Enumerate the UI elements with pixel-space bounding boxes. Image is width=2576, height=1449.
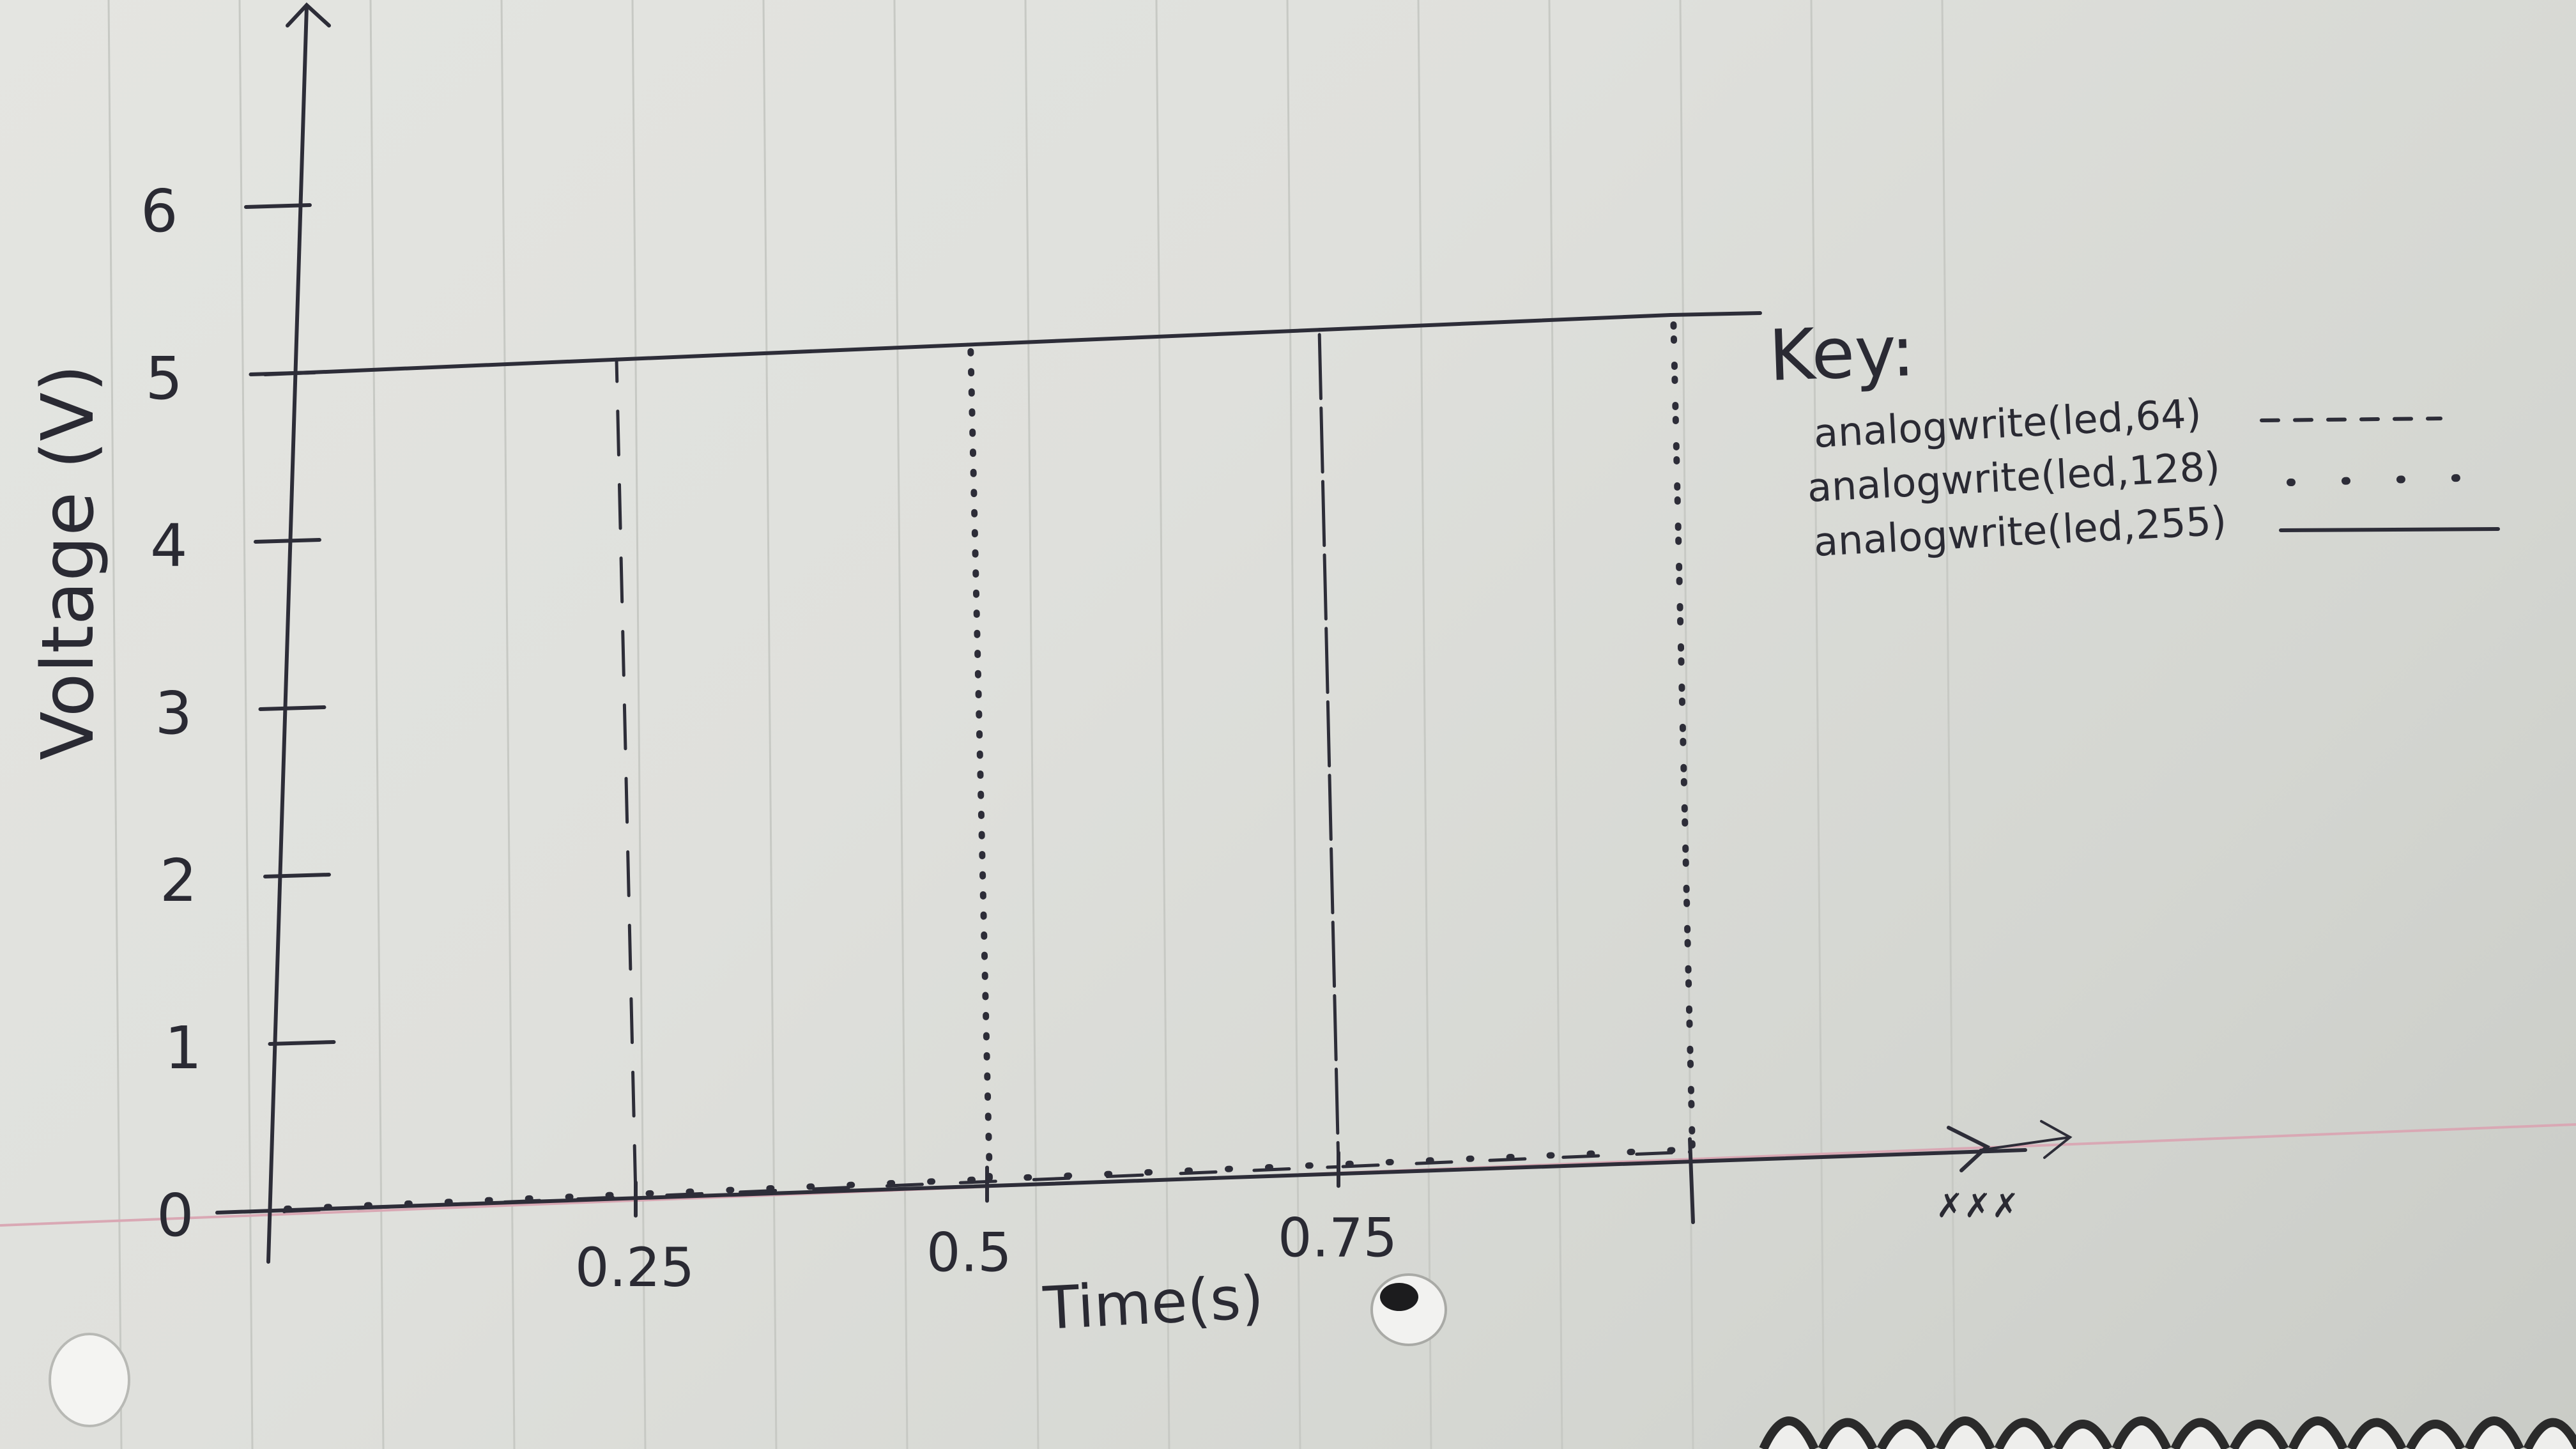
spiral-coil — [1818, 1418, 1878, 1449]
paper-ruled-lines — [107, 0, 1956, 1449]
y-tick-mark — [263, 873, 331, 878]
paper-line — [1810, 0, 1825, 1449]
data-point — [985, 1179, 989, 1184]
paper-line — [1941, 0, 1956, 1449]
spiral-binding — [1759, 1416, 2576, 1449]
spiral-coil — [2170, 1418, 2230, 1449]
x-axis-arrow-head — [2040, 1120, 2073, 1159]
paper-line — [1417, 0, 1432, 1449]
data-point — [634, 1194, 638, 1199]
y-tick-mark — [268, 1040, 336, 1046]
y-tick-label: 1 — [165, 1014, 203, 1082]
series-line-extension — [1669, 311, 1762, 317]
series-line — [284, 312, 1696, 1212]
paper-line — [1155, 0, 1170, 1449]
legend-swatch-solid — [2279, 527, 2500, 532]
paper-line — [369, 0, 385, 1449]
data-point — [282, 1209, 286, 1213]
paper-line — [893, 0, 908, 1449]
y-axis-label: Voltage (V) — [27, 364, 110, 760]
spiral-coil — [2405, 1420, 2465, 1449]
series-layer — [263, 311, 1762, 1213]
legend-swatch-dashed — [2260, 417, 2442, 422]
paper-line — [1548, 0, 1563, 1449]
y-ticks: 0 1 2 3 4 5 6 — [141, 177, 336, 1250]
series-solid — [263, 313, 1673, 376]
binder-hole — [49, 1333, 130, 1427]
paper-line — [631, 0, 647, 1449]
y-tick-label: 3 — [155, 679, 193, 747]
y-tick-mark — [254, 538, 321, 544]
x-tick-label: 0.5 — [926, 1222, 1012, 1284]
spiral-coil — [2112, 1416, 2172, 1449]
paper-line — [500, 0, 516, 1449]
spiral-coil — [1994, 1418, 2054, 1449]
paper-line — [1024, 0, 1039, 1449]
x-axis-scribble: ✗✗✗ — [1936, 1187, 2020, 1225]
legend-title: Key: — [1767, 310, 1916, 397]
spiral-coil — [1759, 1416, 1819, 1449]
paper-line — [762, 0, 778, 1449]
x-ticks: 0.25 0.5 0.75 — [575, 1137, 1695, 1299]
spiral-coil — [2523, 1418, 2576, 1449]
spiral-coil — [2464, 1416, 2524, 1449]
spiral-coil — [1935, 1416, 1995, 1449]
data-point — [1337, 1165, 1340, 1169]
x-axis-arrow — [1947, 1126, 1991, 1172]
series-line — [263, 313, 1673, 376]
y-axis-arrow — [286, 2, 331, 27]
legend-swatch-dotted — [2287, 474, 2464, 486]
paper-line — [238, 0, 254, 1449]
axes: ✗✗✗ — [215, 2, 2073, 1264]
data-point — [1688, 1150, 1692, 1154]
y-tick-label: 5 — [146, 344, 183, 413]
series-dotted — [282, 312, 1696, 1213]
y-tick-mark — [244, 203, 312, 209]
x-axis-label: Time(s) — [1041, 1263, 1266, 1343]
x-tick-label: 0.75 — [1278, 1206, 1397, 1269]
y-axis-line — [266, 4, 309, 1264]
legend: Key: analogwrite(led,64) analogwrite(led… — [1767, 310, 2500, 565]
spiral-coil — [2288, 1416, 2348, 1449]
spiral-coil — [2053, 1420, 2113, 1449]
x-tick-label: 0.25 — [575, 1236, 694, 1299]
paper-line — [107, 0, 123, 1449]
spiral-coil — [2347, 1418, 2407, 1449]
data-point — [263, 372, 267, 376]
y-tick-label: 0 — [157, 1181, 194, 1250]
y-tick-label: 4 — [150, 512, 188, 580]
x-axis-arrow-extension — [1979, 1136, 2071, 1151]
y-tick-mark — [258, 705, 326, 711]
binder-hole-shadow — [1380, 1283, 1418, 1311]
y-tick-label: 6 — [141, 177, 178, 245]
y-tick-label: 2 — [160, 847, 197, 915]
paper-line — [1286, 0, 1301, 1449]
spiral-coil — [1876, 1420, 1936, 1449]
spiral-coil — [2229, 1420, 2289, 1449]
